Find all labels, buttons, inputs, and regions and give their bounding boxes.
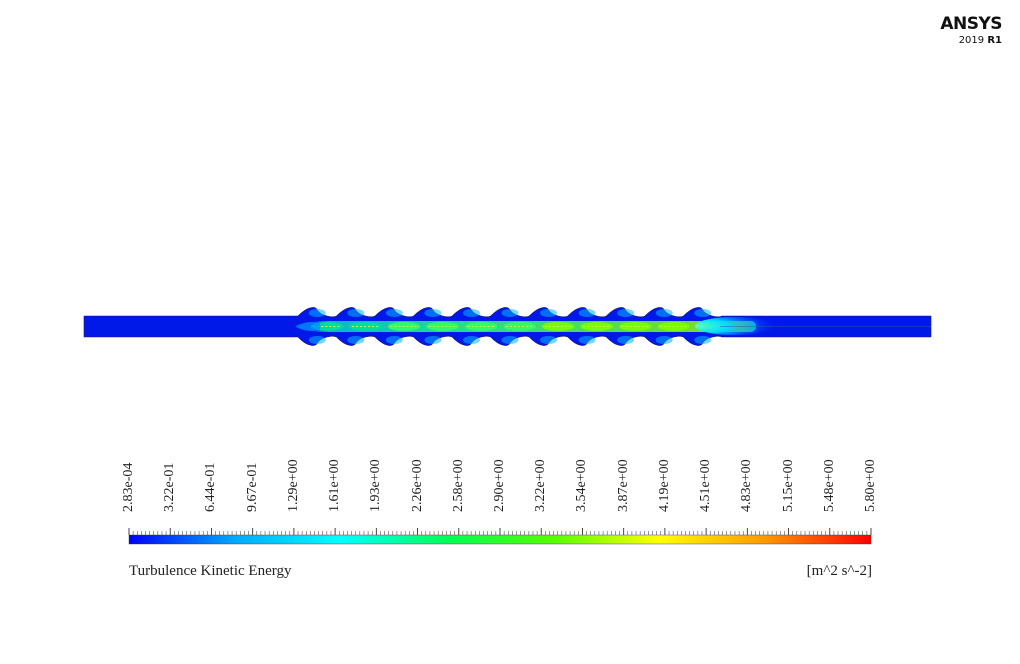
colorbar-tick-label: 3.22e-01	[162, 462, 178, 512]
corrugation-cavity	[462, 336, 480, 344]
corrugation-cavity	[385, 309, 403, 317]
corrugation-cavity	[694, 336, 712, 344]
corrugation-cavity	[617, 309, 635, 317]
colorbar-tick-label: 4.19e+00	[656, 459, 672, 512]
legend-title: Turbulence Kinetic Energy	[129, 563, 292, 579]
colorbar-tick-label: 2.90e+00	[492, 459, 507, 512]
colorbar-tick-label: 2.83e-04	[121, 462, 136, 512]
corrugation-cavity	[540, 309, 558, 317]
legend-units: [m^2 s^-2]	[806, 563, 872, 579]
inlet-transition	[296, 322, 320, 331]
colorbar-tick-label: 4.83e+00	[739, 459, 755, 512]
corrugation-cavity	[462, 309, 480, 317]
corrugation-cavity	[655, 309, 673, 317]
colorbar-tick-label: 5.80e+00	[863, 459, 878, 512]
version-year: 2019	[958, 35, 985, 46]
corrugation-cavity	[308, 309, 326, 317]
ansys-version: 2019 R1	[959, 35, 1002, 46]
corrugation-cavity	[694, 309, 712, 317]
corrugation-cavity	[501, 336, 519, 344]
colorbar-tick-label: 3.22e+00	[533, 459, 549, 512]
colorbar-tick-label: 1.61e+00	[327, 459, 343, 512]
colorbar-gradient	[128, 534, 872, 545]
colorbar-tick-label: 9.67e-01	[244, 462, 260, 512]
corrugation-cavity	[655, 336, 673, 344]
colorbar-tick-label: 3.54e+00	[574, 459, 590, 512]
corrugation-cavity	[347, 309, 365, 317]
ansys-logo: ANSYS	[940, 14, 1002, 34]
turbulent-core	[296, 309, 756, 344]
colorbar-tick-label: 1.93e+00	[368, 459, 384, 512]
colorbar-tick-label: 2.58e+00	[450, 459, 466, 512]
corrugation-cavity	[540, 336, 558, 344]
colorbar-tick-label: 1.29e+00	[285, 459, 301, 512]
corrugation-cavity	[347, 336, 365, 344]
corrugation-cavity	[424, 336, 442, 344]
outlet-wake	[695, 317, 775, 335]
corrugation-cavity	[308, 336, 326, 344]
colorbar-tick-label: 6.44e-01	[203, 462, 219, 512]
colorbar-tick-label: 3.87e+00	[615, 459, 631, 512]
colorbar	[128, 528, 872, 545]
colorbar-ticks	[128, 528, 872, 535]
colorbar-tick-label: 5.48e+00	[821, 459, 837, 512]
corrugation-cavity	[617, 336, 635, 344]
corrugation-cavity	[501, 309, 519, 317]
corrugation-cavity	[578, 336, 596, 344]
colorbar-tick-label: 2.26e+00	[409, 459, 425, 512]
colorbar-tick-label: 5.15e+00	[780, 459, 796, 512]
pipe-geometry	[83, 307, 932, 346]
version-release: R1	[987, 35, 1002, 46]
corrugation-cavity	[578, 309, 596, 317]
corrugation-cavity	[385, 336, 403, 344]
corrugation-cavity	[424, 309, 442, 317]
colorbar-tick-label: 4.51e+00	[698, 459, 714, 512]
